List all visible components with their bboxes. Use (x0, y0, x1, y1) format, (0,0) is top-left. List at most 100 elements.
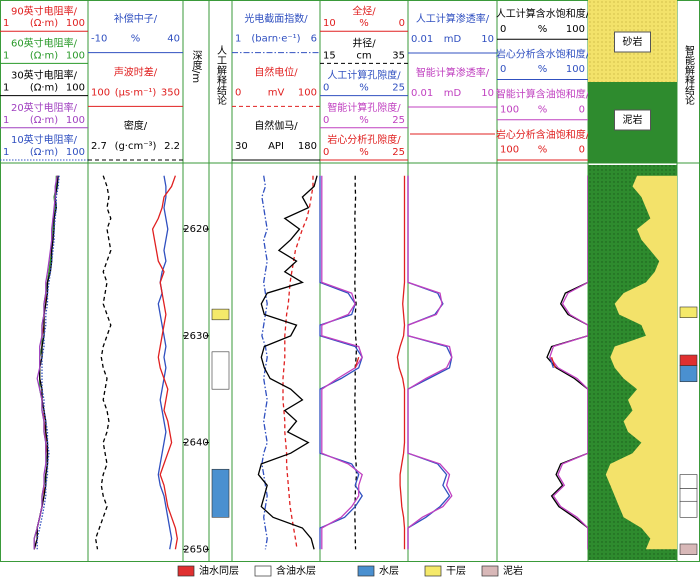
scale-unit: (barn·e⁻¹) (251, 34, 300, 45)
curve-name: 20英寸电阻率/ (11, 101, 78, 114)
curve-name: 声波时差/ (114, 65, 158, 78)
lith-label-box (614, 109, 651, 131)
lith-label: 砂岩 (623, 35, 643, 48)
lith-label: 泥岩 (623, 113, 643, 126)
curve-name: 密度/ (124, 119, 148, 132)
layer (679, 543, 698, 555)
curve-name: 90英寸电阻率/ (11, 4, 78, 17)
curve-name: 岩心分析含水饱和度/ (496, 47, 590, 60)
scale-min: 1 (3, 18, 9, 29)
curve-name: 智能计算含油饱和度/ (496, 88, 590, 101)
sand-fraction (605, 175, 677, 550)
scale-min: 1 (235, 34, 241, 45)
legend-label: 水层 (379, 565, 399, 577)
scale-min: 0 (500, 64, 506, 75)
scale-unit: % (359, 18, 369, 29)
log-curve (321, 175, 363, 550)
scale-unit: (Ω·m) (30, 50, 58, 61)
scale-max: 25 (392, 147, 405, 158)
log-curve (33, 175, 59, 550)
depth-label: 2640 (183, 438, 208, 449)
scale-min: 30 (235, 141, 248, 152)
scale-unit: (Ω·m) (30, 147, 58, 158)
scale-min: 0.01 (411, 34, 433, 45)
scale-min: 1 (3, 50, 9, 61)
scale-min: 2.7 (91, 141, 107, 152)
log-curve (396, 175, 406, 550)
layer (679, 354, 698, 367)
layer (211, 351, 230, 390)
layer (679, 500, 698, 518)
scale-unit: (Ω·m) (30, 83, 58, 94)
scale-max: 180 (298, 141, 317, 152)
layer (211, 308, 230, 321)
scale-unit: (Ω·m) (30, 115, 58, 126)
log-curve (407, 175, 453, 550)
log-curve (550, 356, 556, 369)
scale-min: 15 (323, 50, 336, 61)
scale-unit: % (359, 83, 369, 94)
curve-name: 自然伽马/ (254, 119, 298, 132)
depth-label: 2630 (183, 331, 208, 342)
depth-title: 深度/m (190, 50, 202, 83)
scale-min: 0 (323, 83, 329, 94)
layer (679, 488, 698, 502)
scale-max: 10 (481, 34, 494, 45)
curve-name: 30英寸电阻率/ (11, 69, 78, 82)
legend-label: 含油水层 (276, 564, 316, 577)
scale-unit: % (538, 24, 548, 35)
layer (679, 306, 698, 318)
scale-unit: % (359, 115, 369, 126)
curve-name: 人工计算含水饱和度/ (496, 7, 590, 20)
curve-name: 全烃/ (352, 4, 376, 17)
curve-name: 60英寸电阻率/ (11, 36, 78, 49)
scale-unit: (μs·m⁻¹) (115, 87, 157, 98)
depth-label: 2620 (183, 224, 208, 235)
legend-swatch (481, 565, 499, 577)
scale-max: 25 (392, 83, 405, 94)
log-curve (151, 175, 178, 550)
curve-name: 人工计算渗透率/ (416, 12, 490, 25)
scale-max: 2.2 (164, 141, 180, 152)
scale-min: 100 (91, 87, 110, 98)
curve-name: 井径/ (352, 36, 376, 49)
scale-max: 25 (392, 115, 405, 126)
scale-max: 35 (392, 50, 405, 61)
scale-min: 100 (500, 145, 519, 156)
scale-max: 0 (579, 145, 585, 156)
scale-unit: % (538, 145, 548, 156)
scale-max: 100 (566, 64, 585, 75)
curve-name: 人工计算孔隙度/ (327, 69, 401, 82)
scale-max: 350 (161, 87, 180, 98)
scale-unit: cm (356, 50, 371, 61)
scale-max: 100 (566, 24, 585, 35)
scale-unit: (Ω·m) (30, 18, 58, 29)
scale-unit: % (538, 104, 548, 115)
log-curve (33, 175, 57, 550)
curve-name: 智能计算渗透率/ (416, 66, 490, 79)
scale-min: 10 (323, 18, 336, 29)
scale-unit: % (359, 147, 369, 158)
legend-swatch (424, 565, 442, 577)
log-curve (354, 175, 358, 550)
lith-label-box (614, 31, 651, 53)
curve-name: 光电截面指数/ (244, 12, 308, 25)
column-title: 人工解释结论 (215, 45, 227, 105)
scale-max: 0 (399, 18, 405, 29)
scale-unit: API (268, 141, 284, 152)
curve-name: 岩心分析含油饱和度/ (496, 128, 590, 141)
scale-unit: mD (444, 34, 462, 45)
scale-max: 10 (481, 88, 494, 99)
scale-min: 0 (500, 24, 506, 35)
scale-min: 1 (3, 83, 9, 94)
scale-min: 0.01 (411, 88, 433, 99)
log-curve (282, 175, 314, 550)
log-curve (157, 175, 173, 550)
legend-swatch (254, 565, 272, 577)
legend-label: 干层 (446, 565, 466, 577)
layer (679, 365, 698, 383)
log-curve (257, 175, 318, 550)
log-curve (33, 175, 58, 550)
